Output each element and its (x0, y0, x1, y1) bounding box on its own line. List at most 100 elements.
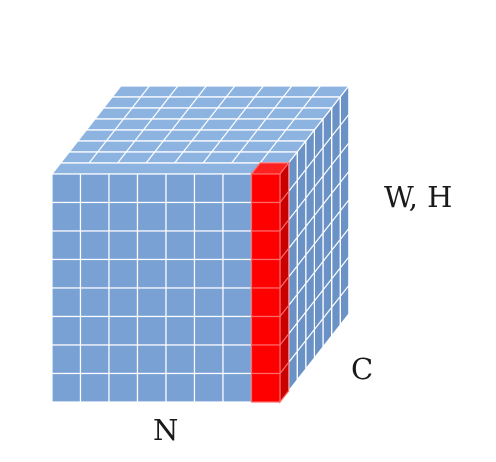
slice-top-gridline (254, 85, 264, 98)
highlight-cell (250, 173, 281, 204)
slice-top-gridline (282, 85, 293, 98)
slice-side-gridline (331, 296, 341, 308)
slice-side-gridline (288, 322, 298, 335)
front-cell (136, 315, 167, 346)
slice-top-gridline (302, 96, 313, 109)
slice-top-gridline (162, 129, 173, 142)
slice-side-gridline (313, 289, 324, 302)
front-cell (222, 258, 253, 289)
highlight-cell (250, 287, 281, 318)
slice-top-gridline (219, 129, 230, 142)
slice-side-gridline (296, 311, 307, 324)
front-cell (79, 173, 110, 204)
slice-side-gridline (339, 114, 350, 126)
slice-top-gridline (180, 107, 190, 120)
slice-side-gridline (296, 254, 307, 267)
front-cell (165, 372, 196, 403)
slice-side-gridline (339, 256, 350, 269)
slice-top-gridline (88, 151, 99, 164)
highlight-cell (250, 258, 281, 289)
front-cell (193, 315, 224, 346)
slice-top-gridline (197, 85, 207, 98)
front-cell (108, 344, 139, 375)
front-cell (136, 230, 167, 261)
slice-top-gridline (211, 140, 221, 153)
slice-top-gridline (125, 140, 136, 153)
slice-side-gridline (305, 158, 315, 170)
slice-side-gridline (339, 142, 350, 155)
front-cell (108, 230, 139, 261)
slice-top-gridline (259, 151, 270, 164)
slice-top-gridline (105, 129, 116, 142)
front-cell (165, 230, 196, 261)
front-cell (222, 372, 253, 403)
slice-side-gridline (322, 164, 333, 177)
slice-top-gridline (174, 151, 184, 164)
slice-side-gridline (313, 147, 324, 159)
slice-side-gridline (313, 204, 324, 216)
front-cell (136, 372, 167, 403)
front-cell (51, 372, 82, 403)
slice-side-gridline (331, 210, 341, 223)
slice-top-gridline (199, 118, 210, 131)
front-cell (108, 287, 139, 318)
front-cell (193, 201, 224, 232)
slice-side-gridline (305, 329, 315, 341)
slice-side-gridline (313, 232, 324, 245)
front-cell (51, 173, 82, 204)
axis-label-n: N (153, 413, 179, 447)
slice-top-gridline (311, 85, 321, 98)
front-cell (193, 372, 224, 403)
slice-side-gridline (288, 265, 298, 278)
slice-side-gridline (296, 340, 307, 352)
slice-top-gridline (217, 96, 227, 109)
slice-side-gridline (296, 169, 307, 181)
front-cell (165, 173, 196, 204)
slice-top-gridline (274, 96, 284, 109)
front-cell (136, 287, 167, 318)
highlight-cell (250, 315, 281, 346)
slice-top-gridline (182, 140, 193, 153)
slice-top-gridline (123, 107, 133, 120)
slice-side-gridline (339, 285, 350, 297)
front-cell (165, 287, 196, 318)
slice-side-gridline (305, 243, 315, 256)
slice-side-gridline (339, 228, 350, 240)
slice-side-gridline (305, 186, 315, 199)
front-cell (136, 201, 167, 232)
slice-top-gridline (265, 107, 276, 120)
slice-side-gridline (305, 215, 315, 227)
front-cell (108, 372, 139, 403)
front-cell (193, 344, 224, 375)
slice-side-gridline (296, 283, 307, 295)
slice-side-gridline (322, 278, 333, 291)
slice-top-gridline (142, 118, 153, 131)
slice-side-gridline (313, 175, 324, 188)
slice-side-gridline (288, 208, 298, 221)
front-cell (193, 173, 224, 204)
slice-top-gridline (114, 118, 124, 131)
slice-side-gridline (331, 182, 341, 194)
slice-side-gridline (339, 171, 350, 183)
front-cell (165, 344, 196, 375)
slice-top-gridline (134, 129, 144, 142)
slice-top-gridline (151, 107, 162, 120)
front-cell (79, 287, 110, 318)
front-cell (79, 258, 110, 289)
axis-label-wh: W, H (384, 180, 453, 214)
front-cell (222, 315, 253, 346)
slice-side-gridline (331, 153, 341, 166)
highlighted-column (250, 161, 290, 404)
slice-side-gridline (331, 125, 341, 137)
front-cell (108, 315, 139, 346)
highlight-cell (250, 372, 281, 403)
highlight-side-gridline (279, 305, 290, 317)
front-cell (108, 201, 139, 232)
front-cell (108, 258, 139, 289)
front-cell (193, 230, 224, 261)
slice-top-gridline (248, 129, 258, 142)
front-cell (222, 201, 253, 232)
slice-top-gridline (285, 118, 295, 131)
front-face-grid (50, 161, 290, 404)
